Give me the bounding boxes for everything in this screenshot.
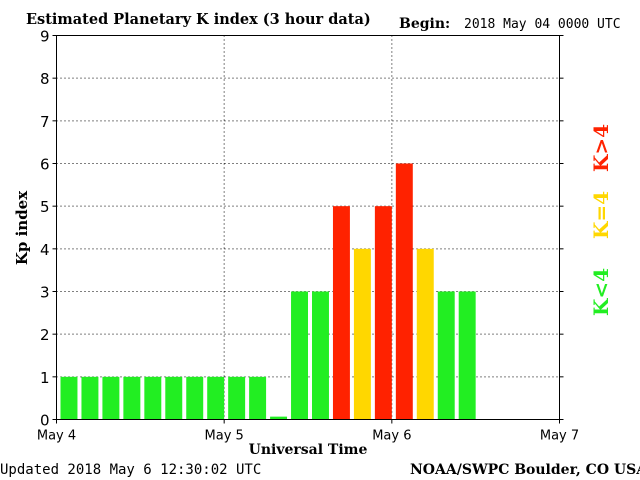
y-tick-label: 9 (40, 28, 50, 46)
y-tick-label: 7 (40, 113, 50, 131)
kp-bar (374, 206, 392, 420)
chart-title: Estimated Planetary K index (3 hour data… (26, 11, 371, 28)
kp-bar (249, 376, 267, 420)
kp-bar (332, 206, 350, 420)
y-tick-label: 5 (40, 198, 50, 216)
legend-high: K>4 (589, 124, 613, 172)
kp-bar (102, 376, 120, 420)
bars-group (60, 163, 476, 420)
y-axis-label: Kp index (13, 190, 31, 265)
kp-bar (123, 376, 141, 420)
kp-bar (395, 163, 413, 420)
legend-mid: K=4 (589, 191, 613, 239)
kp-bar (228, 376, 246, 420)
updated-text: Updated 2018 May 6 12:30:02 UTC (0, 462, 261, 478)
kp-bar (270, 416, 288, 420)
x-tick-label: May 5 (205, 429, 244, 444)
y-tick-label: 4 (40, 241, 50, 259)
x-axis-label: Universal Time (249, 442, 368, 458)
x-tick-label: May 7 (540, 429, 579, 444)
begin-value: 2018 May 04 0000 UTC (464, 17, 621, 32)
kp-bar (291, 291, 308, 420)
kp-bar (186, 376, 204, 420)
y-tick-label: 6 (40, 156, 50, 174)
y-tick-label: 1 (40, 369, 50, 387)
y-tick-label: 2 (40, 326, 50, 344)
kp-bar (458, 291, 476, 420)
legend-low: K<4 (589, 268, 613, 316)
y-tick-label: 0 (40, 412, 50, 430)
kp-bar (207, 376, 225, 420)
kp-bar (312, 291, 329, 420)
kp-bar (144, 376, 162, 420)
x-tick-label: May 4 (37, 429, 76, 444)
kp-bar (165, 376, 183, 420)
kp-bar (60, 376, 78, 420)
kp-bar (437, 291, 455, 420)
x-axis-ticks: May 4 May 5 May 6 May 7 (37, 419, 579, 444)
y-axis-ticks: 0 1 2 3 4 5 6 7 8 9 (40, 28, 564, 430)
kp-bar (416, 248, 434, 420)
plot-frame (56, 35, 560, 420)
x-tick-label: May 6 (372, 429, 411, 444)
begin-label: Begin: (399, 16, 450, 32)
y-tick-label: 3 (40, 284, 50, 302)
kp-bar (81, 376, 99, 420)
kp-bar (353, 248, 371, 420)
y-tick-label: 8 (40, 70, 50, 88)
source-text: NOAA/SWPC Boulder, CO USA (410, 462, 640, 478)
